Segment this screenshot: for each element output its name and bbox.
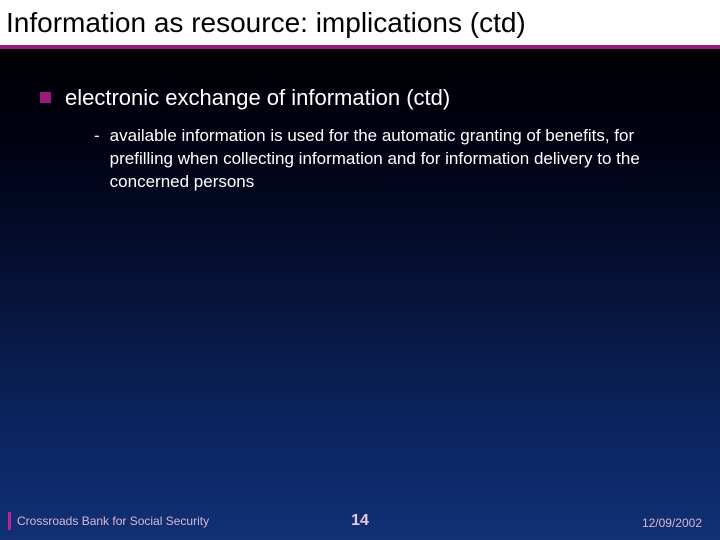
- bullet-level1-text: electronic exchange of information (ctd): [65, 85, 450, 111]
- bullet-level2-text: available information is used for the au…: [110, 125, 650, 194]
- footer-organization: Crossroads Bank for Social Security: [17, 514, 209, 528]
- square-bullet-icon: [40, 92, 51, 103]
- slide-title: Information as resource: implications (c…: [6, 8, 714, 39]
- title-bar: Information as resource: implications (c…: [0, 0, 720, 45]
- bullet-level2: - available information is used for the …: [94, 125, 650, 194]
- footer-date: 12/09/2002: [642, 516, 702, 530]
- dash-bullet-icon: -: [94, 125, 100, 148]
- content-area: electronic exchange of information (ctd)…: [0, 49, 720, 194]
- footer-left: Crossroads Bank for Social Security: [8, 512, 209, 530]
- bullet-level1: electronic exchange of information (ctd): [40, 85, 680, 111]
- footer-accent-bar-icon: [8, 512, 11, 530]
- footer-page-number: 14: [351, 512, 369, 530]
- footer: Crossroads Bank for Social Security 14 1…: [0, 512, 720, 530]
